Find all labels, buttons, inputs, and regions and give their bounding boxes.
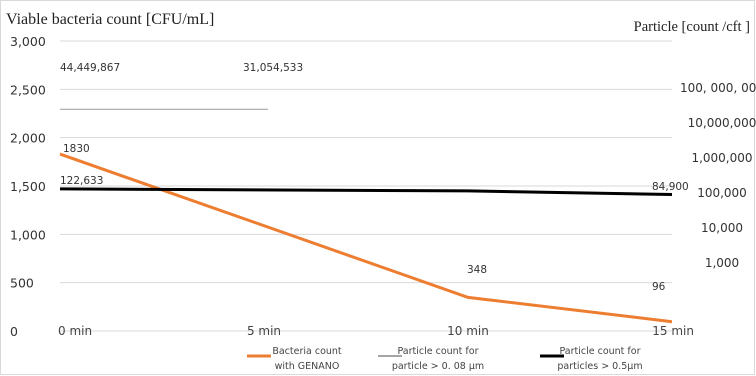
legend-label: with GENANO [275,361,340,372]
x-tick-label: 10 min [447,324,489,338]
x-tick-label: 15 min [652,324,694,338]
series-line-particle-05 [59,187,673,196]
data-label: 96 [652,281,666,293]
series-layer [59,108,673,324]
data-label: 122,633 [60,175,103,187]
right-tick-label: 10,000,000 [688,116,756,130]
legend-label: particle > 0. 08 µm [392,361,484,372]
left-tick-label: 3,000 [10,34,46,49]
data-label: 44,449,867 [60,62,120,74]
legend-label: Particle count for [559,346,640,357]
right-axis-ticks: 1,000 10,000 100,000 1,000,000 10,000,000 100… [680,81,756,270]
right-axis-title: Particle [count /cft ] [634,19,750,35]
left-axis-ticks: 0 500 1,000 1,500 2,000 2,500 3,000 [10,34,46,339]
left-tick-label: 1,500 [10,179,46,194]
left-tick-label: 0 [10,324,18,339]
gridlines [60,40,672,332]
x-axis-ticks: 0 min 5 min 10 min 15 min [58,324,694,338]
legend-label: particles > 0.5µm [557,361,642,372]
legend-label: Particle count for [397,346,478,357]
data-label: 84,900 [652,181,689,193]
data-label: 348 [467,264,487,276]
right-tick-label: 1,000 [705,256,739,270]
legend: Bacteria count with GENANO Particle count … [247,346,643,372]
data-label: 31,054,533 [243,62,303,74]
right-tick-label: 100,000 [697,186,747,200]
right-tick-label: 1,000,000 [691,151,752,165]
data-label: 1830 [63,143,90,155]
x-tick-label: 0 min [58,324,92,338]
left-tick-label: 2,500 [10,82,46,97]
right-tick-label: 100, 000, 000 [680,81,756,95]
legend-label: Bacteria count [272,346,342,357]
series-line-bacteria [59,152,673,324]
data-labels: 1830 348 96 44,449,867 31,054,533 122,633 84,9… [60,62,689,293]
left-tick-label: 500 [10,276,34,291]
left-tick-label: 1,000 [10,227,46,242]
left-tick-label: 2,000 [10,131,46,146]
x-tick-label: 5 min [247,324,281,338]
left-axis-title: Viable bacteria count [CFU/mL] [6,11,214,28]
right-tick-label: 10,000 [701,221,743,235]
